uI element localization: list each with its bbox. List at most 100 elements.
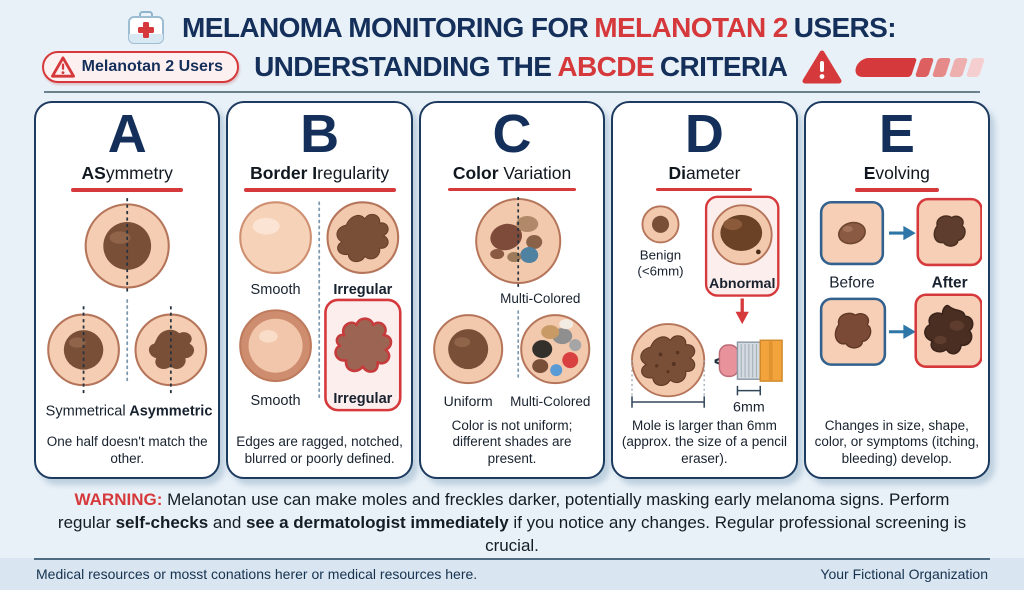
mole-illustration (239, 200, 313, 274)
warning-text: if you notice any changes. Regular profe… (485, 512, 967, 555)
warning-text: Melanotan use can make moles and freckle… (57, 490, 950, 532)
card-title-bold: E (863, 163, 876, 184)
severity-segment (949, 57, 969, 77)
after-mole-panel (914, 293, 983, 368)
pencil-eraser-illustration (718, 339, 784, 383)
card-letter: E (878, 104, 915, 164)
card-title-rest: volving (875, 163, 930, 184)
mole-illustration (326, 200, 400, 274)
abcde-cards-row: A ASymmetry Symmetrical Asymmetr (34, 101, 991, 479)
title-text: USERS: (793, 12, 897, 43)
label-abnormal: Abnormal (709, 276, 776, 292)
asymmetry-figure: Symmetrical Asymmetric (46, 197, 212, 419)
mole-illustration (239, 308, 313, 382)
card-letter: C (492, 104, 532, 164)
card-asymmetry: A ASymmetry Symmetrical Asymmetr (34, 101, 221, 479)
page-title-line-2: UNDERSTANDING THE ABCDE CRITERIA (251, 51, 790, 83)
title-underline (854, 188, 939, 192)
label-irregular: Irregular (334, 390, 393, 406)
title-underline (71, 188, 184, 192)
card-title-bold: Color (452, 163, 499, 184)
diameter-figure: Benign (<6mm) Abnormal (631, 195, 784, 416)
card-letter: D (684, 104, 724, 164)
footer-right-text: Your Fictional Organization (820, 565, 988, 582)
label-after: After (931, 274, 967, 291)
severity-segment (915, 57, 935, 77)
first-aid-kit-icon (128, 11, 165, 44)
card-title: Color Variation (453, 163, 571, 184)
card-evolving: E Evolving Before After (803, 101, 991, 479)
mole-illustration (641, 205, 680, 244)
header-line-1: MELANOMA MONITORING FOR MELANOTAN 2 USERS: (125, 10, 899, 46)
before-mole-panel (819, 297, 886, 366)
card-title-bold: AS (81, 163, 106, 184)
card-border-irregularity: B Border Iregularity Smooth Irregular Sm… (226, 101, 413, 479)
title-underline (243, 188, 396, 192)
title-text: UNDERSTANDING THE (254, 51, 552, 82)
mole-illustration (47, 313, 120, 386)
mole-illustration (432, 314, 504, 385)
label-benign: Benign (640, 248, 681, 263)
arrow-right-head (902, 225, 916, 240)
label-uniform: Uniform (443, 394, 492, 410)
page-title-line-1: MELANOMA MONITORING FOR MELANOTAN 2 USERS: (179, 12, 899, 44)
card-caption: One half doesn't match the other. (46, 434, 208, 466)
color-figure: Multi-Colored Uniform Multi-Colored (432, 197, 590, 410)
evolving-figure: Before After (819, 197, 983, 368)
arrow-right-head (902, 324, 916, 339)
label-irregular: Irregular (334, 281, 393, 297)
card-caption: Mole is larger than 6mm (approx. the siz… (621, 417, 787, 466)
before-mole-panel (819, 200, 884, 265)
title-text: MELANOMA MONITORING FOR (182, 12, 589, 43)
mole-illustration (712, 204, 773, 266)
warning-bold: see a dermatologist immediately (246, 512, 509, 532)
card-title: ASymmetry (82, 163, 173, 184)
card-caption: Color is not uniform; different shades a… (451, 417, 573, 466)
label-multi-colored: Multi-Colored (510, 395, 590, 410)
header: MELANOMA MONITORING FOR MELANOTAN 2 USERS:… (0, 0, 1024, 85)
title-accent-melanotan: MELANOTAN 2 (594, 12, 788, 43)
arrow-down-head (735, 312, 750, 325)
border-figure: Smooth Irregular Smooth Irregular (239, 200, 402, 412)
melanotan-users-badge: Melanotan 2 Users (41, 51, 240, 83)
warning-triangle-solid-icon (802, 50, 842, 84)
label-smooth: Smooth (251, 393, 301, 409)
card-letter: B (300, 104, 340, 164)
title-accent-abcde: ABCDE (557, 51, 654, 82)
card-caption: Changes in size, shape, color, or sympto… (814, 417, 979, 466)
footer-row: Medical resources or mosst conations her… (0, 560, 1024, 590)
card-diameter: D Diameter Benign (<6mm) Abnormal (611, 101, 798, 479)
card-title-rest: regularity (317, 163, 390, 184)
mole-illustration (334, 316, 393, 373)
mole-illustration (134, 313, 208, 386)
card-title-bold: Border I (250, 163, 318, 184)
header-line-2: Melanotan 2 Users UNDERSTANDING THE ABCDE… (41, 49, 986, 85)
card-title-bold: Di (668, 163, 686, 184)
severity-segment (966, 57, 986, 77)
title-text: CRITERIA (659, 51, 788, 82)
card-title: Evolving (864, 163, 930, 184)
footer-left-text: Medical resources or mosst conations her… (36, 565, 478, 582)
card-title: Border Iregularity (250, 163, 389, 184)
badge-label: Melanotan 2 Users (81, 58, 224, 75)
warning-triangle-outline-icon (50, 56, 75, 78)
title-underline (448, 188, 577, 192)
card-caption: Edges are ragged, notched, blurred or po… (236, 434, 403, 466)
label-multi-colored: Multi-Colored (500, 292, 580, 307)
severity-segment (853, 57, 918, 77)
card-title-rest: ymmetry (105, 163, 173, 184)
label-smooth: Smooth (251, 281, 301, 297)
warning-text: and (212, 512, 242, 532)
label-benign-size: (<6mm) (638, 264, 684, 279)
card-title-rest: Variation (498, 163, 572, 184)
title-underline (656, 188, 753, 192)
card-color-variation: C Color Variation Multi-Colored (418, 101, 606, 479)
label-symmetrical: Symmetrical (46, 403, 126, 419)
card-title-rest: ameter (685, 163, 741, 184)
label-asymmetric: Asymmetric (129, 403, 212, 419)
header-divider (44, 91, 980, 93)
footer-divider (34, 557, 990, 560)
warning-paragraph: WARNING: Melanotan use can make moles an… (57, 489, 967, 558)
warning-bold: self-checks (115, 512, 209, 532)
after-mole-panel (916, 197, 983, 266)
